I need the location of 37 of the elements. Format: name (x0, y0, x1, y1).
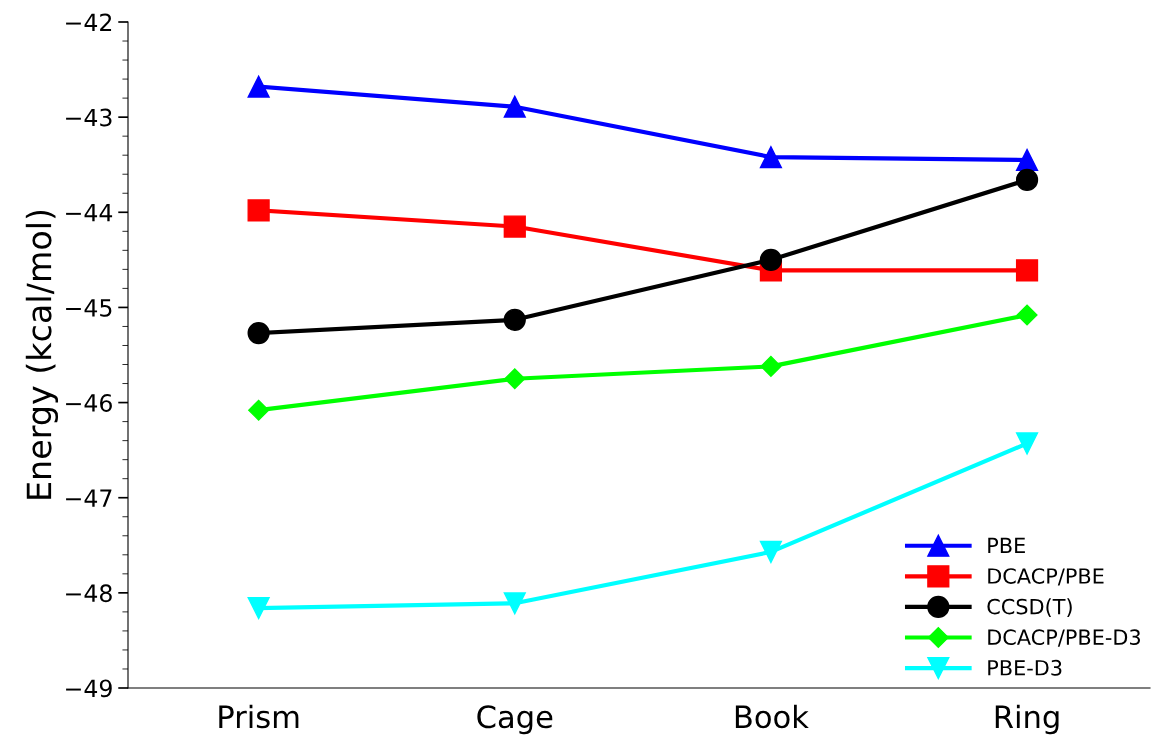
y-axis-title: Energy (kcal/mol) (25, 210, 59, 499)
point (1016, 304, 1038, 326)
point (1015, 168, 1039, 192)
y-tick-label: −46 (66, 394, 112, 412)
y-tick-label: −43 (66, 108, 112, 127)
legend-label: DCACP/PBE (988, 568, 1104, 586)
point (247, 75, 270, 98)
x-tick-label: Cage (477, 705, 553, 735)
x-tick-label: Prism (219, 704, 299, 729)
x-tick-label: Ring (995, 704, 1059, 735)
point (503, 215, 526, 238)
point (504, 368, 526, 390)
y-tick-label: −49 (66, 679, 112, 698)
y-tick-label: −44 (66, 204, 113, 222)
point (759, 248, 783, 271)
point (503, 592, 526, 615)
legend-label: PBE (988, 537, 1025, 554)
point (1015, 432, 1039, 455)
point (1015, 259, 1039, 282)
point (247, 199, 270, 222)
point (247, 322, 270, 345)
x-tick-label: Book (735, 704, 809, 729)
y-tick-label: −48 (66, 584, 112, 603)
legend-label: DCACP/PBE-D3 (988, 629, 1140, 647)
legend-label: PBE-D3 (988, 659, 1062, 676)
point (1015, 148, 1039, 172)
y-tick-label: −42 (66, 13, 112, 31)
point (248, 399, 270, 421)
point (503, 95, 526, 118)
y-tick-label: −45 (66, 299, 112, 317)
point (760, 355, 782, 377)
point (759, 145, 783, 169)
point (247, 596, 270, 620)
y-tick-label: −47 (66, 489, 112, 507)
point (503, 308, 526, 331)
point (759, 540, 783, 564)
legend-label: CCSD(T) (987, 598, 1072, 617)
